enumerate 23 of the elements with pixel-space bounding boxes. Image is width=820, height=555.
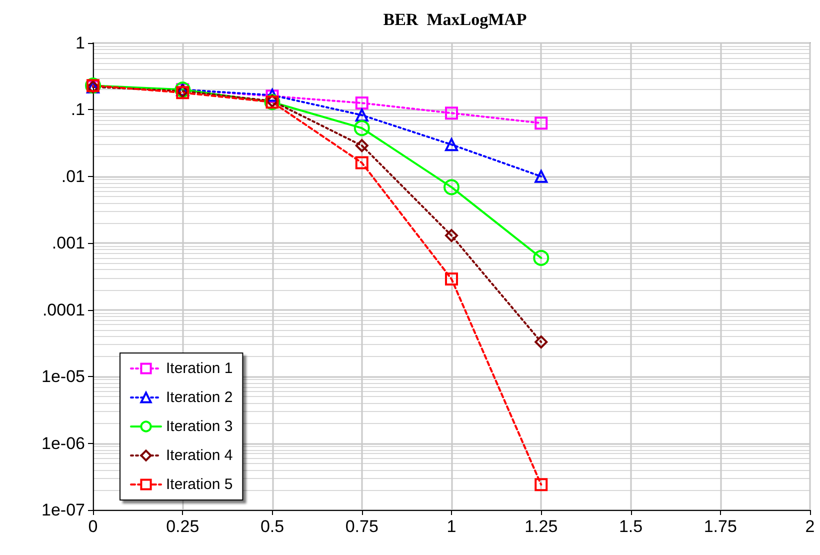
legend-label: Iteration 1 xyxy=(166,360,233,377)
x-tick-label: 2 xyxy=(805,517,815,536)
y-tick-label: 1e-07 xyxy=(42,500,85,520)
x-tick-label: 0.5 xyxy=(260,517,284,536)
y-tick-label: .1 xyxy=(70,100,85,120)
y-tick-label: 1e-06 xyxy=(42,434,85,453)
y-tick-label: 1 xyxy=(76,34,85,52)
y-tick-label: .01 xyxy=(61,166,85,186)
x-tick-label: 1 xyxy=(446,517,456,536)
legend-label: Iteration 2 xyxy=(166,389,233,406)
legend-label: Iteration 3 xyxy=(166,418,233,435)
y-tick-label: .0001 xyxy=(42,300,85,320)
x-tick-label: 1.25 xyxy=(524,517,558,536)
y-tick-label: .001 xyxy=(52,234,85,253)
x-tick-label: 0.75 xyxy=(345,517,378,536)
x-tick-label: 0 xyxy=(88,517,98,536)
x-tick-label: 0.25 xyxy=(166,517,200,536)
x-tick-label: 1.75 xyxy=(704,517,737,536)
chart-title: BER MaxLogMAP xyxy=(383,10,527,29)
x-tick-label: 1.5 xyxy=(618,517,643,536)
y-tick-label: 1e-05 xyxy=(42,367,85,386)
legend-label: Iteration 5 xyxy=(166,476,233,493)
legend-label: Iteration 4 xyxy=(166,447,233,464)
